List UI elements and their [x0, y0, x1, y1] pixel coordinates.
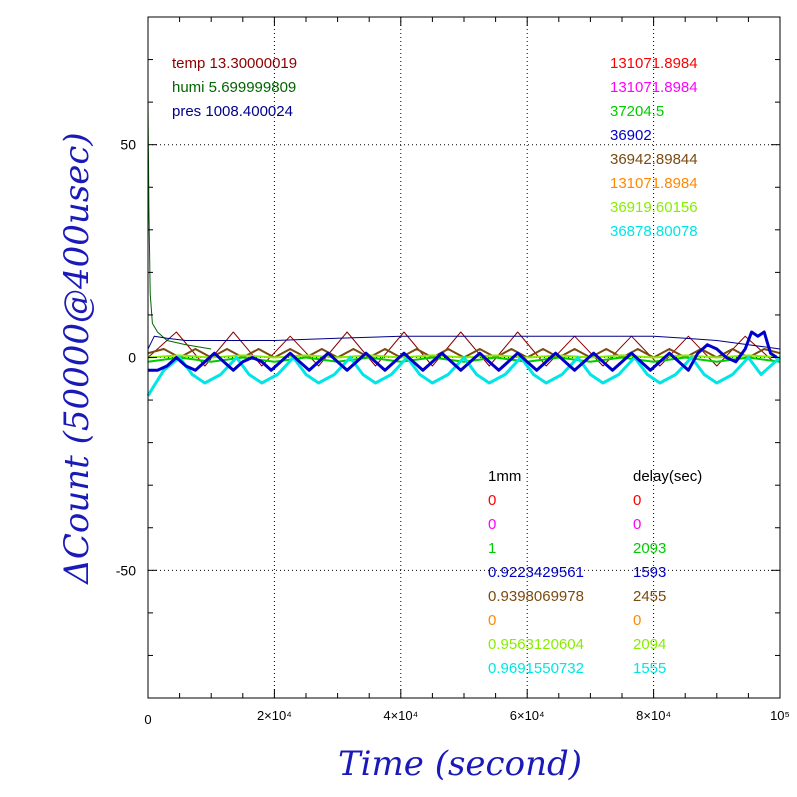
x-tick-label: 8×10⁴ [636, 708, 671, 723]
legend-value: 36878.80078 [610, 223, 698, 240]
table-cell-mm: 0.9691550732 [488, 660, 584, 677]
series-line-humi [147, 102, 212, 350]
table-header-mm: 1mm [488, 468, 521, 485]
series-group [146, 102, 782, 397]
table-cell-delay: 0 [633, 492, 641, 509]
y-tick-label: 0 [128, 350, 136, 366]
x-tick-label: 2×10⁴ [257, 708, 292, 723]
legend-value: 36942.89844 [610, 151, 698, 168]
x-axis-label: Time (second) [338, 744, 582, 784]
table-header-delay: delay(sec) [633, 468, 702, 485]
y-axis-label: ΔCount (50000@400usec) [57, 132, 97, 585]
text-group: Time (second) ΔCount (50000@400usec) 0 2×… [57, 55, 790, 784]
x-tick-label: 4×10⁴ [383, 708, 418, 723]
table-cell-mm: 0.9398069978 [488, 588, 584, 605]
legend-value: 131071.8984 [610, 79, 698, 96]
axis-ticks [147, 16, 781, 699]
table-cell-delay: 2093 [633, 540, 666, 557]
table-cell-delay: 0 [633, 612, 641, 629]
y-tick-label: -50 [116, 562, 136, 578]
legend-value: 36902 [610, 127, 652, 144]
table-cell-delay: 2455 [633, 588, 666, 605]
table-cell-delay: 2094 [633, 636, 666, 653]
env-label: temp 13.30000019 [172, 55, 297, 72]
legend-value: 36919.60156 [610, 199, 698, 216]
y-tick-label: 50 [120, 137, 136, 153]
legend-value: 131071.8984 [610, 175, 698, 192]
env-label: humi 5.699999809 [172, 79, 296, 96]
x-tick-label: 10⁵ [770, 708, 790, 723]
legend-value: 131071.8984 [610, 55, 698, 72]
table-cell-delay: 1593 [633, 564, 666, 581]
table-cell-delay: 0 [633, 516, 641, 533]
table-cell-mm: 0 [488, 516, 496, 533]
legend-value: 37204.5 [610, 103, 664, 120]
table-cell-delay: 1555 [633, 660, 666, 677]
table-cell-mm: 0 [488, 492, 496, 509]
series-line-pres [147, 335, 781, 350]
table-cell-mm: 0 [488, 612, 496, 629]
env-label: pres 1008.400024 [172, 103, 293, 120]
x-tick-label: 0 [144, 712, 151, 727]
x-tick-label: 6×10⁴ [510, 708, 545, 723]
series-line-36902 [148, 330, 778, 372]
table-cell-mm: 0.9223429561 [488, 564, 584, 581]
table-cell-mm: 1 [488, 540, 496, 557]
table-cell-mm: 0.9563120604 [488, 636, 584, 653]
